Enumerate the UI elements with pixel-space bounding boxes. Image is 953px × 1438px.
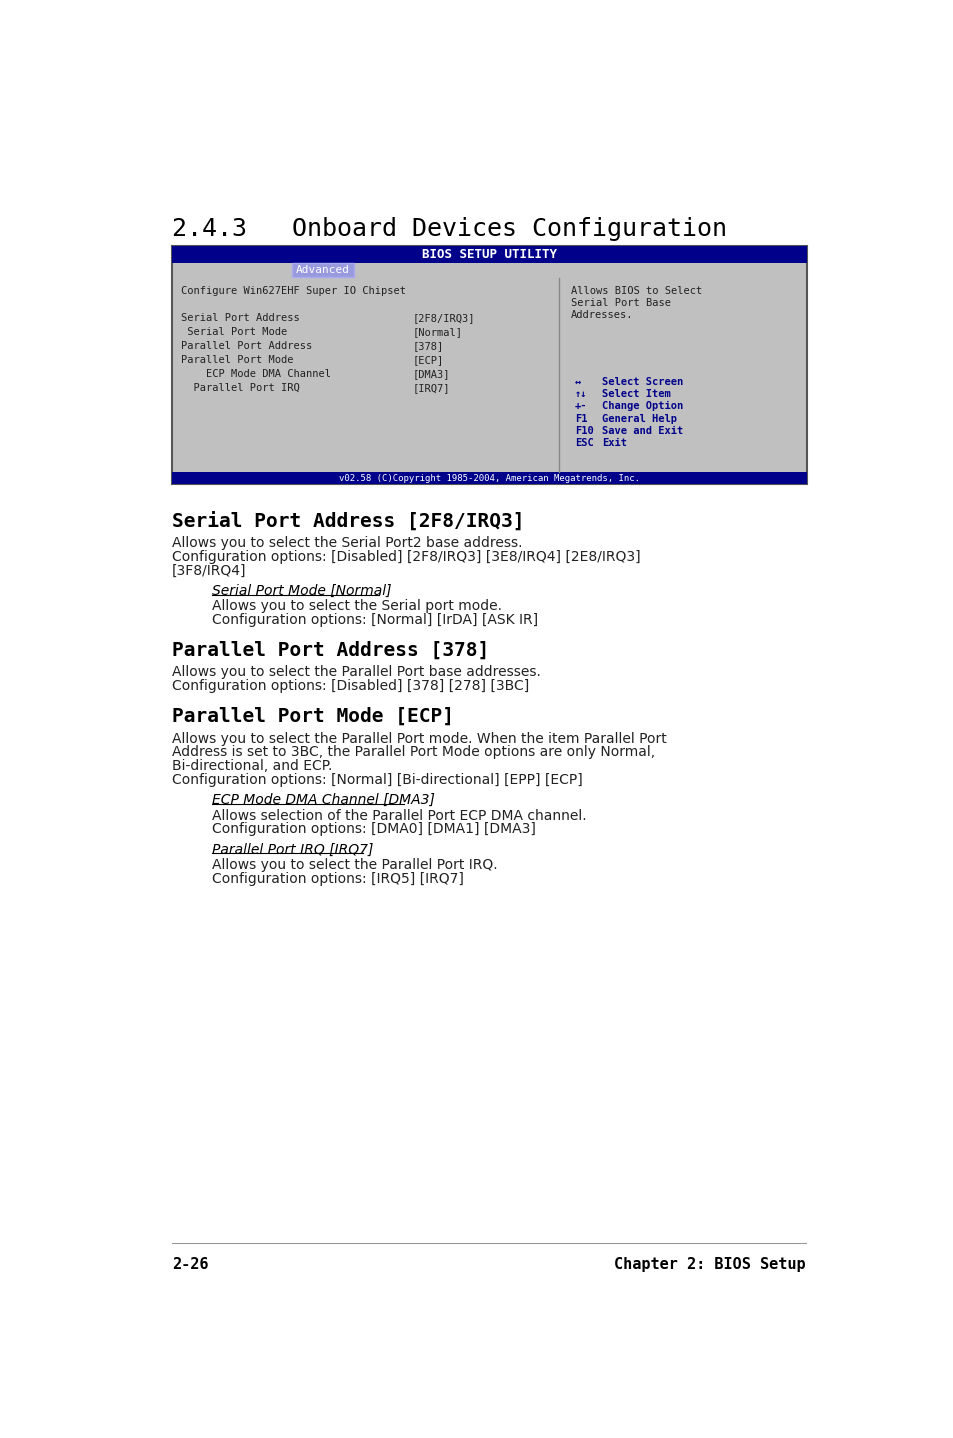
Text: ↑↓: ↑↓ (575, 388, 587, 398)
Text: ↔: ↔ (575, 377, 580, 387)
Text: F1: F1 (575, 414, 587, 424)
Text: Configuration options: [Disabled] [378] [278] [3BC]: Configuration options: [Disabled] [378] … (172, 679, 529, 693)
Text: [3F8/IRQ4]: [3F8/IRQ4] (172, 564, 246, 578)
Text: ECP Mode DMA Channel: ECP Mode DMA Channel (181, 370, 331, 378)
Text: Configure Win627EHF Super IO Chipset: Configure Win627EHF Super IO Chipset (181, 286, 406, 296)
Text: Parallel Port IRQ [IRQ7]: Parallel Port IRQ [IRQ7] (212, 843, 374, 857)
Text: Configuration options: [IRQ5] [IRQ7]: Configuration options: [IRQ5] [IRQ7] (212, 871, 464, 886)
Text: 2.4.3   Onboard Devices Configuration: 2.4.3 Onboard Devices Configuration (172, 217, 726, 242)
Text: Configuration options: [Disabled] [2F8/IRQ3] [3E8/IRQ4] [2E8/IRQ3]: Configuration options: [Disabled] [2F8/I… (172, 549, 639, 564)
Bar (172, 246, 806, 263)
Text: Allows selection of the Parallel Port ECP DMA channel.: Allows selection of the Parallel Port EC… (212, 808, 586, 823)
Text: Select Item: Select Item (601, 388, 670, 398)
Text: Serial Port Mode: Serial Port Mode (181, 328, 287, 338)
Text: BIOS SETUP UTILITY: BIOS SETUP UTILITY (422, 247, 557, 260)
Text: Bi-directional, and ECP.: Bi-directional, and ECP. (172, 759, 332, 774)
Text: v02.58 (C)Copyright 1985-2004, American Megatrends, Inc.: v02.58 (C)Copyright 1985-2004, American … (339, 473, 639, 483)
Text: [DMA3]: [DMA3] (412, 370, 449, 378)
Text: F10: F10 (575, 426, 593, 436)
Text: Parallel Port Mode: Parallel Port Mode (181, 355, 294, 365)
Text: Configuration options: [Normal] [Bi-directional] [EPP] [ECP]: Configuration options: [Normal] [Bi-dire… (172, 774, 582, 787)
Text: Serial Port Base: Serial Port Base (571, 298, 670, 308)
Text: Allows you to select the Parallel Port base addresses.: Allows you to select the Parallel Port b… (172, 666, 540, 679)
Text: Addresses.: Addresses. (571, 311, 633, 321)
Text: ESC: ESC (575, 439, 593, 449)
Text: Parallel Port Address: Parallel Port Address (181, 341, 313, 351)
Text: [IRQ7]: [IRQ7] (412, 383, 449, 393)
Bar (172, 472, 806, 485)
Text: Chapter 2: BIOS Setup: Chapter 2: BIOS Setup (614, 1257, 805, 1271)
Text: Serial Port Address: Serial Port Address (181, 313, 299, 324)
Bar (292, 263, 354, 276)
Text: ECP Mode DMA Channel [DMA3]: ECP Mode DMA Channel [DMA3] (212, 794, 435, 807)
Text: Allows you to select the Serial Port2 base address.: Allows you to select the Serial Port2 ba… (172, 536, 522, 549)
Text: Allows BIOS to Select: Allows BIOS to Select (571, 286, 701, 296)
Text: Serial Port Mode [Normal]: Serial Port Mode [Normal] (212, 584, 392, 598)
Text: +-: +- (575, 401, 587, 411)
Text: Parallel Port Mode [ECP]: Parallel Port Mode [ECP] (172, 707, 454, 726)
Text: Configuration options: [DMA0] [DMA1] [DMA3]: Configuration options: [DMA0] [DMA1] [DM… (212, 823, 536, 837)
Text: Serial Port Address [2F8/IRQ3]: Serial Port Address [2F8/IRQ3] (172, 512, 524, 531)
Bar (172, 246, 806, 485)
Text: [2F8/IRQ3]: [2F8/IRQ3] (412, 313, 475, 324)
Text: Advanced: Advanced (295, 265, 350, 275)
Text: Save and Exit: Save and Exit (601, 426, 682, 436)
Text: Exit: Exit (601, 439, 626, 449)
Text: [ECP]: [ECP] (412, 355, 443, 365)
Text: General Help: General Help (601, 414, 677, 424)
Text: Allows you to select the Parallel Port IRQ.: Allows you to select the Parallel Port I… (212, 858, 497, 871)
Text: Allows you to select the Serial port mode.: Allows you to select the Serial port mod… (212, 600, 501, 613)
Text: [378]: [378] (412, 341, 443, 351)
Text: [Normal]: [Normal] (412, 328, 461, 338)
Text: Allows you to select the Parallel Port mode. When the item Parallel Port: Allows you to select the Parallel Port m… (172, 732, 666, 745)
Text: Parallel Port IRQ: Parallel Port IRQ (181, 383, 299, 393)
Text: Address is set to 3BC, the Parallel Port Mode options are only Normal,: Address is set to 3BC, the Parallel Port… (172, 745, 655, 759)
Text: Change Option: Change Option (601, 401, 682, 411)
Text: 2-26: 2-26 (172, 1257, 209, 1271)
Text: Select Screen: Select Screen (601, 377, 682, 387)
Text: Parallel Port Address [378]: Parallel Port Address [378] (172, 641, 489, 660)
Text: Configuration options: [Normal] [IrDA] [ASK IR]: Configuration options: [Normal] [IrDA] [… (212, 613, 537, 627)
